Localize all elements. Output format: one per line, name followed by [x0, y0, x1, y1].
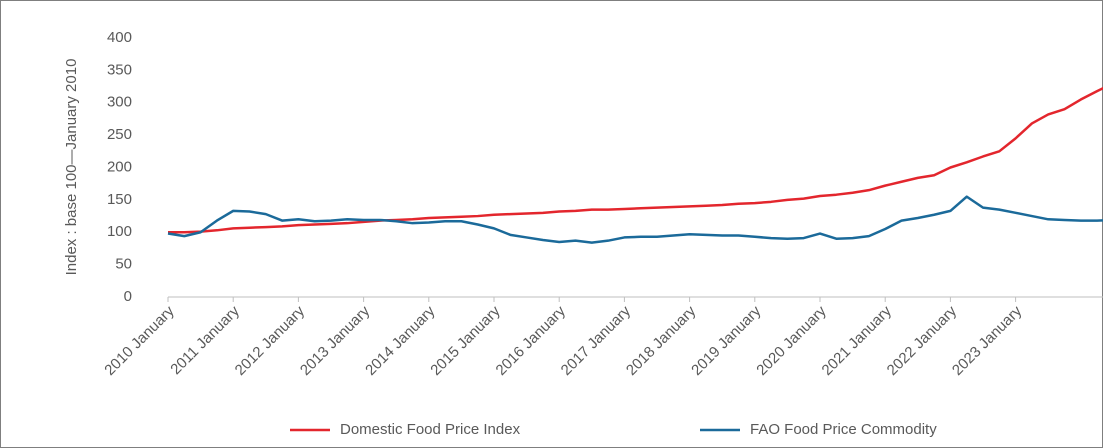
y-tick-label: 50: [115, 256, 132, 273]
y-tick-label: 100: [107, 223, 132, 240]
y-tick-label: 0: [124, 288, 132, 305]
y-tick-label: 250: [107, 126, 132, 143]
series-line: [167, 195, 1103, 244]
legend-label: FAO Food Price Commodity: [750, 421, 937, 438]
y-tick-label: 300: [107, 94, 132, 111]
y-axis-label: Index : base 100—January 2010: [63, 59, 80, 276]
legend-label: Domestic Food Price Index: [340, 421, 521, 438]
y-tick-label: 400: [107, 29, 132, 46]
series-line: [168, 86, 1103, 234]
y-tick-label: 350: [107, 61, 132, 78]
y-tick-label: 150: [107, 191, 132, 208]
y-tick-label: 200: [107, 158, 132, 175]
